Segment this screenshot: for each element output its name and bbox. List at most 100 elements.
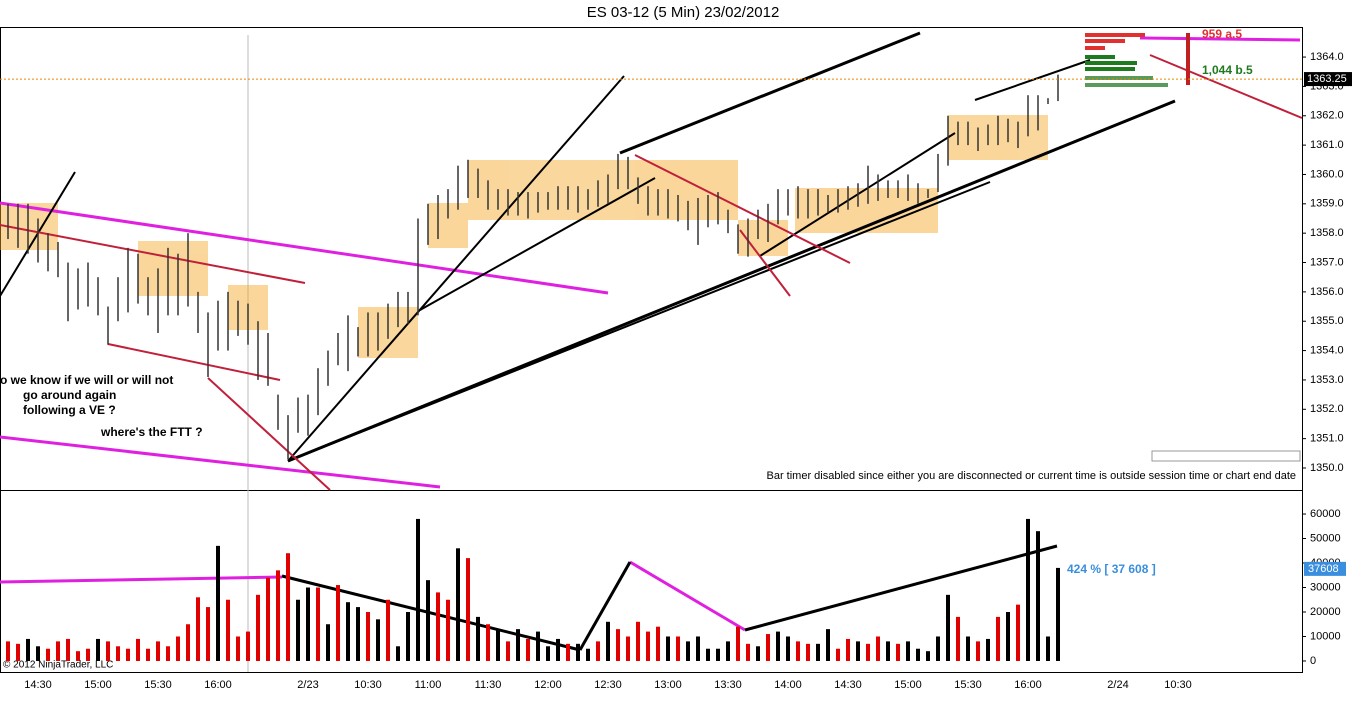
y-tick-label: 1362.0 [1310, 110, 1344, 122]
x-tick-label: 15:00 [894, 679, 922, 691]
volume-bar [836, 648, 840, 661]
chart-title: ES 03-12 (5 Min) 23/02/2012 [587, 4, 780, 21]
y-tick-label: 1355.0 [1310, 315, 1344, 327]
volume-bar [586, 648, 590, 661]
volume-bar [446, 599, 450, 661]
bar-timer-box [1151, 450, 1301, 462]
volume-bar [666, 636, 670, 661]
volume-bar [456, 548, 460, 661]
volume-bar [526, 638, 530, 661]
volume-bar [366, 611, 370, 661]
x-tick-label: 14:30 [834, 679, 862, 691]
volume-bar [576, 643, 580, 661]
y-tick-label: 1350.0 [1310, 462, 1344, 474]
volume-bar [706, 648, 710, 661]
annotation: following a VE ? [23, 403, 116, 417]
volume-bar [156, 641, 160, 661]
volume-bar [796, 641, 800, 661]
y-tick-label: 1357.0 [1310, 256, 1344, 268]
volume-bar [726, 641, 730, 661]
volume-bar [906, 641, 910, 661]
ask-label: 959 a.5 [1202, 27, 1242, 41]
volume-bar [166, 646, 170, 661]
volume-bar [6, 641, 10, 661]
x-tick-label: 2/23 [297, 679, 318, 691]
volume-bar [786, 636, 790, 661]
volume-bar [196, 597, 200, 661]
volume-bar [356, 607, 360, 661]
volume-bar [56, 641, 60, 661]
volume-bar [136, 638, 140, 661]
volume-bar [826, 629, 830, 661]
x-tick-label: 15:30 [954, 679, 982, 691]
volume-bar [956, 616, 960, 661]
x-tick-label: 16:00 [1014, 679, 1042, 691]
x-tick-label: 16:00 [204, 679, 232, 691]
volume-bar [266, 577, 270, 661]
volume-bar [856, 641, 860, 661]
volume-bar [886, 641, 890, 661]
volume-bar [606, 621, 610, 661]
volume-bar [256, 594, 260, 661]
x-tick-label: 14:00 [774, 679, 802, 691]
volume-bar [296, 599, 300, 661]
x-tick-label: 10:30 [354, 679, 382, 691]
x-tick-label: 11:00 [415, 679, 442, 691]
volume-bar [896, 643, 900, 661]
volume-bar [1046, 636, 1050, 661]
y-tick-label: 60000 [1310, 508, 1341, 520]
volume-bar [386, 599, 390, 661]
volume-bar [936, 636, 940, 661]
x-tick-label: 13:00 [654, 679, 682, 691]
volume-bar [316, 587, 320, 661]
x-tick-label: 11:30 [475, 679, 502, 691]
volume-bar [476, 616, 480, 661]
volume-bar [766, 634, 770, 661]
last-price-box [1304, 72, 1352, 87]
volume-bar [116, 646, 120, 661]
volume-bar [346, 602, 350, 661]
volume-bar [146, 648, 150, 661]
volume-bar [1026, 518, 1030, 661]
volume-bar [466, 558, 470, 661]
volume-bar [276, 570, 280, 661]
y-tick-label: 1352.0 [1310, 403, 1344, 415]
volume-bar [336, 585, 340, 661]
volume-bar [86, 648, 90, 661]
x-tick-label: 12:30 [594, 679, 622, 691]
volume-bar [946, 594, 950, 661]
volume-bar [286, 553, 290, 661]
x-tick-label: 14:30 [24, 679, 52, 691]
volume-bar [376, 619, 380, 661]
x-tick-label: 12:00 [534, 679, 562, 691]
x-tick-label: 15:30 [144, 679, 172, 691]
volume-bar [986, 638, 990, 661]
volume-bar [1006, 611, 1010, 661]
volume-bar [686, 641, 690, 661]
trend-lines [0, 31, 1303, 652]
x-tick-label: 15:00 [84, 679, 112, 691]
volume-bar [776, 631, 780, 661]
volume-bar [306, 587, 310, 661]
volume-bar [436, 592, 440, 661]
volume-panel [0, 490, 1303, 673]
y-tick-label: 1360.0 [1310, 168, 1344, 180]
volume-bar [676, 636, 680, 661]
volume-bar [76, 651, 80, 661]
y-tick-label: 1359.0 [1310, 198, 1344, 210]
volume-bar [876, 636, 880, 661]
volume-bar [206, 607, 210, 661]
y-tick-label: 1364.0 [1310, 51, 1344, 63]
volume-bar [646, 631, 650, 661]
volume-bar [866, 643, 870, 661]
volume-bar [636, 621, 640, 661]
volume-bar [506, 641, 510, 661]
last-volume-box [1304, 561, 1346, 576]
volume-bar [416, 518, 420, 661]
volume-bar [26, 638, 30, 661]
volume-bar [816, 643, 820, 661]
y-tick-label: 0 [1310, 655, 1316, 667]
volume-bar [696, 636, 700, 661]
volume-bar [326, 624, 330, 661]
